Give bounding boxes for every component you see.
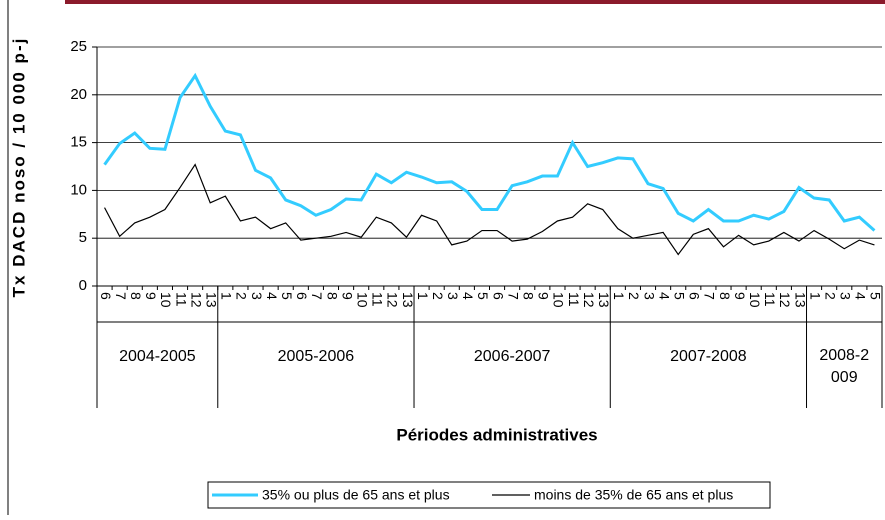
x-tick-label: 7 [113,292,129,300]
series-line [104,163,875,256]
x-tick-label: 2 [430,292,446,300]
x-tick-label: 12 [777,292,793,308]
y-tick-label: 0 [79,277,87,294]
legend-label: 35% ou plus de 65 ans et plus [262,487,450,503]
group-label: 2008-2009 [819,347,870,386]
x-tick-label: 3 [249,292,265,300]
x-tick-label: 1 [219,292,235,300]
x-tick-label: 12 [188,292,204,308]
legend-box [207,481,771,509]
x-tick-label: 10 [747,292,763,308]
x-tick-label: 3 [641,292,657,300]
x-tick-label: 6 [687,292,703,300]
x-tick-label: 1 [807,292,823,300]
x-tick-label: 3 [445,292,461,300]
x-tick-label: 7 [702,292,718,300]
x-tick-label: 4 [853,292,869,300]
x-tick-label: 11 [370,292,386,307]
y-tick-label: 10 [70,181,87,198]
x-tick-label: 10 [158,292,174,308]
x-tick-label: 2 [822,292,838,300]
group-label: 2007-2008 [670,348,747,365]
x-tick-label: 13 [204,292,220,308]
x-tick-label: 5 [671,292,687,300]
x-tick-label: 9 [732,292,748,300]
group-label: 2006-2007 [473,348,551,365]
x-tick-label: 9 [143,292,159,300]
y-tick-label: 25 [70,38,87,55]
x-tick-label: 5 [868,292,884,300]
x-tick-label: 12 [385,292,401,308]
x-tick-label: 5 [475,292,491,300]
x-tick-label: 13 [792,292,808,308]
x-tick-label: 11 [762,292,778,307]
x-tick-label: 8 [521,292,537,300]
x-tick-label: 9 [339,292,355,300]
x-tick-label: 2 [626,292,642,300]
group-label: 2004-2005 [119,348,196,365]
x-tick-label: 8 [717,292,733,300]
x-tick-label: 9 [536,292,552,300]
x-tick-label: 7 [309,292,325,300]
group-label: 2005-2006 [277,348,355,365]
x-tick-label: 7 [505,292,521,300]
x-tick-label: 13 [596,292,612,308]
x-tick-label: 4 [264,292,280,300]
x-tick-label: 3 [838,292,854,300]
x-tick-label: 4 [656,292,672,300]
x-tick-label: 10 [354,292,370,308]
series-line [103,72,876,232]
top-bar [65,0,885,4]
x-tick-label: 13 [400,292,416,308]
x-tick-label: 11 [173,292,189,307]
x-tick-label: 8 [128,292,144,300]
x-tick-label: 6 [294,292,310,300]
x-tick-label: 12 [581,292,597,308]
y-tick-label: 5 [79,229,87,246]
x-tick-label: 4 [460,292,476,300]
legend-label: moins de 35% de 65 ans et plus [534,487,733,503]
x-tick-label: 1 [415,292,431,300]
x-tick-label: 11 [566,292,582,307]
y-axis-title: Tx DACD noso / 10 000 p-j [9,37,28,298]
x-axis-title: Périodes administratives [396,425,597,444]
x-tick-label: 5 [279,292,295,300]
x-tick-label: 6 [98,292,114,300]
x-tick-label: 2 [234,292,250,300]
x-tick-label: 1 [611,292,627,300]
x-tick-label: 8 [324,292,340,300]
y-tick-label: 15 [70,134,87,151]
x-tick-label: 10 [551,292,567,308]
x-tick-label: 6 [490,292,506,300]
y-tick-label: 20 [70,86,87,103]
